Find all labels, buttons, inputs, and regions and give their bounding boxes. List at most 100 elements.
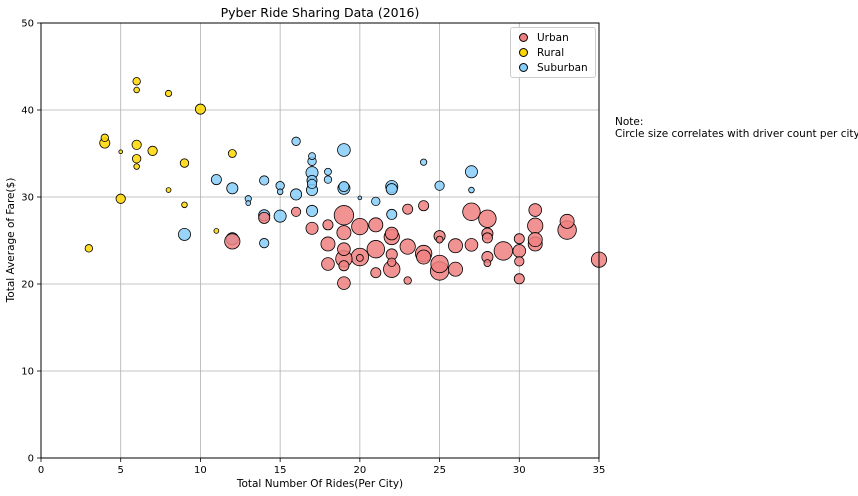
urban-point [224, 233, 241, 250]
urban-point [399, 238, 416, 255]
suburban-point [385, 183, 398, 196]
urban-point [448, 238, 463, 254]
urban-point [351, 217, 369, 236]
series-urban [224, 200, 608, 290]
y-axis-ticks: 0 10 20 30 40 50 [21, 19, 41, 465]
suburban-point [337, 143, 351, 157]
urban-point [512, 244, 527, 258]
suburban-point [386, 208, 398, 220]
urban-point [337, 242, 351, 256]
urban-point [370, 267, 382, 279]
legend-label-suburban: Suburban [537, 62, 588, 74]
urban-point [336, 225, 352, 241]
rural-point [115, 193, 126, 204]
urban-point [403, 276, 412, 285]
rural-point [133, 86, 140, 94]
rural-point [165, 187, 172, 193]
x-tick-label: 20 [353, 465, 366, 476]
rural-point [133, 163, 140, 170]
legend: Urban Rural Suburban [510, 27, 596, 78]
urban-point [513, 273, 525, 285]
legend-marker-suburban [519, 63, 528, 72]
urban-point [481, 232, 493, 244]
suburban-point [210, 174, 222, 186]
y-tick-label: 20 [21, 280, 34, 291]
urban-point [402, 203, 414, 215]
urban-point [366, 240, 385, 259]
rural-point [131, 139, 142, 150]
urban-point [333, 205, 355, 226]
urban-point [430, 254, 449, 274]
x-tick-label: 35 [593, 465, 606, 476]
rural-point [179, 158, 190, 168]
rural-point [84, 244, 93, 253]
urban-point [384, 226, 399, 241]
urban-point [464, 238, 479, 252]
y-tick-label: 30 [21, 193, 34, 204]
suburban-point [434, 180, 445, 191]
plot-frame [40, 22, 600, 459]
suburban-point [308, 152, 316, 160]
urban-point [322, 219, 334, 231]
x-tick-label: 15 [274, 465, 287, 476]
y-tick-label: 50 [21, 19, 34, 30]
legend-label-rural: Rural [537, 47, 565, 59]
urban-point [514, 256, 525, 267]
suburban-point [357, 195, 363, 201]
urban-point [321, 257, 335, 271]
suburban-point [259, 175, 270, 186]
suburban-point [178, 227, 191, 241]
chart-title: Pyber Ride Sharing Data (2016) [221, 5, 420, 20]
urban-point [478, 209, 497, 228]
urban-point [368, 217, 384, 233]
urban-point [513, 233, 525, 245]
urban-point [435, 235, 444, 244]
rural-point [213, 228, 220, 234]
suburban-point [324, 167, 332, 176]
suburban-point [306, 204, 319, 217]
suburban-point [245, 200, 252, 206]
urban-point [338, 260, 350, 272]
note-text: Circle size correlates with driver count… [615, 128, 858, 140]
urban-point [559, 213, 575, 229]
urban-point [337, 276, 351, 290]
x-tick-label: 30 [513, 465, 526, 476]
urban-point [483, 259, 492, 268]
series-rural [84, 77, 237, 253]
suburban-point [291, 136, 301, 146]
rural-point [181, 201, 188, 209]
suburban-point [468, 186, 475, 194]
x-tick-label: 5 [118, 465, 124, 476]
x-axis-label: Total Number Of Rides(Per City) [236, 478, 403, 490]
x-tick-label: 0 [38, 465, 44, 476]
urban-point [320, 236, 336, 252]
note-annotation: Note: Circle size correlates with driver… [615, 116, 858, 140]
suburban-point [338, 181, 350, 193]
urban-point [448, 261, 463, 277]
rural-point [147, 145, 158, 156]
urban-point [387, 257, 397, 267]
urban-point [416, 249, 432, 265]
rural-point [132, 154, 142, 164]
y-axis-label: Total Average of Fare($) [5, 178, 17, 304]
suburban-point [371, 196, 381, 206]
suburban-point [290, 188, 303, 201]
urban-point [291, 206, 302, 217]
urban-point [493, 241, 513, 261]
rural-point [132, 77, 141, 86]
urban-point [305, 221, 319, 235]
x-tick-label: 25 [433, 465, 446, 476]
suburban-point [226, 182, 239, 195]
legend-marker-rural [519, 48, 528, 57]
urban-point [527, 217, 544, 234]
x-axis-ticks: 0 5 10 15 20 25 30 35 [38, 458, 606, 476]
legend-marker-urban [519, 33, 528, 42]
note-heading: Note: [615, 116, 644, 128]
urban-point [258, 211, 271, 224]
y-tick-label: 40 [21, 106, 34, 117]
suburban-point [273, 209, 287, 223]
rural-point [118, 149, 124, 155]
suburban-point [259, 238, 270, 249]
urban-point [355, 254, 364, 262]
